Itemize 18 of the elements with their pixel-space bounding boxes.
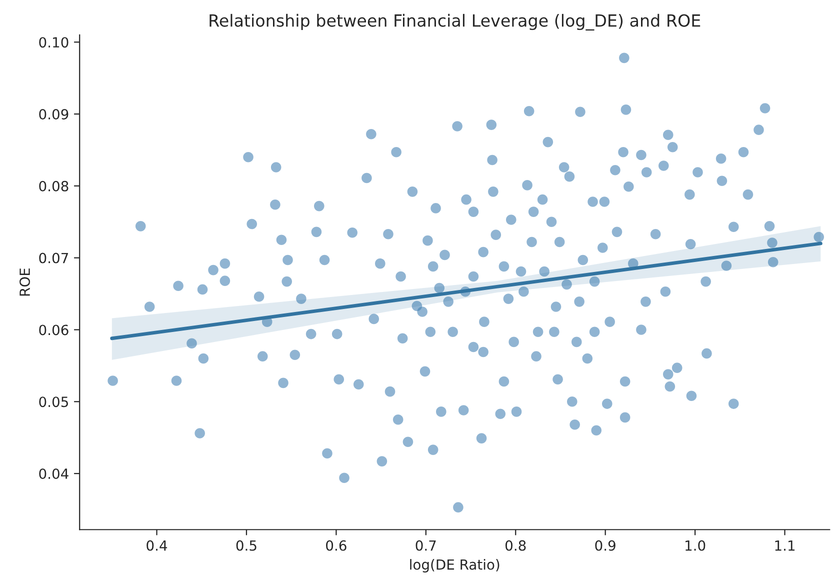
- x-tick-label: 0.4: [146, 540, 168, 551]
- x-tick-label: 0.8: [505, 540, 526, 551]
- y-axis-title: ROE: [20, 268, 30, 296]
- y-tick-label: 0.05: [39, 396, 68, 408]
- chart-title: Relationship between Financial Leverage (log_DE) and ROE: [210, 14, 700, 31]
- y-tick-label: 0.08: [39, 180, 68, 192]
- x-tick-label: 1.1: [775, 540, 795, 551]
- y-tick-label: 0.06: [39, 324, 68, 336]
- y-tick-label: 0.09: [39, 108, 68, 120]
- y-tick-label: 0.10: [39, 37, 68, 48]
- x-tick-label: 0.7: [416, 540, 436, 551]
- y-tick-label: 0.04: [39, 468, 68, 480]
- y-tick-label: 0.07: [39, 252, 68, 264]
- x-tick-label: 0.9: [595, 540, 616, 551]
- x-axis-title: log(DE Ratio): [410, 559, 500, 572]
- x-tick-label: 1.0: [686, 540, 706, 551]
- x-tick-label: 0.6: [326, 540, 346, 551]
- x-tick-label: 0.5: [236, 540, 256, 551]
